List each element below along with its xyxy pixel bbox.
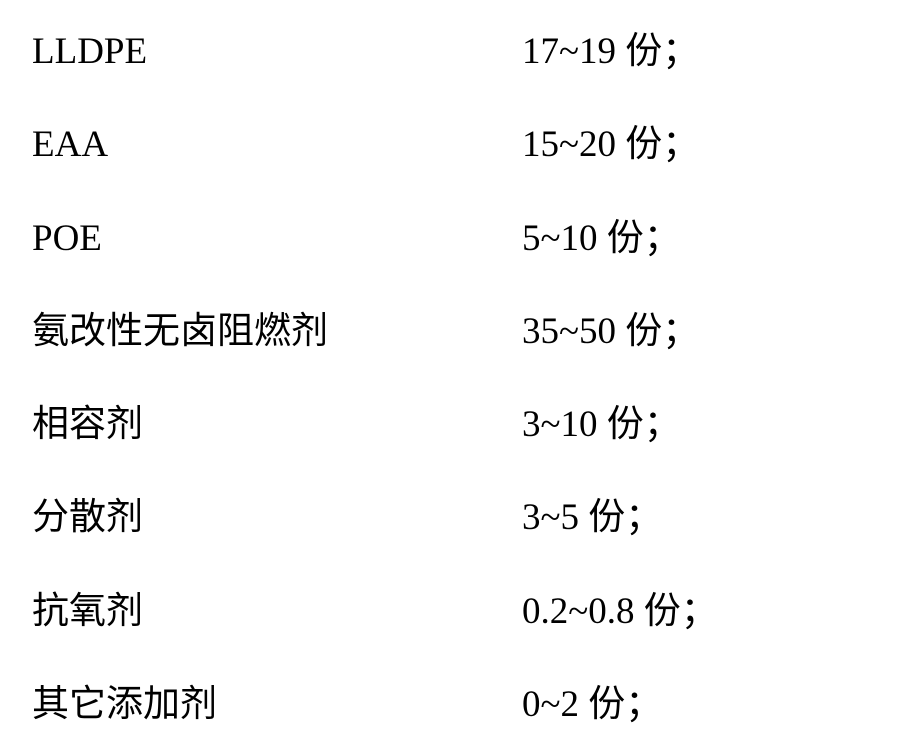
item-value: 3~5 份； <box>522 486 662 540</box>
item-value: 5~10 份； <box>522 207 681 261</box>
list-item: POE 5~10 份； <box>32 207 893 261</box>
item-label: LLDPE <box>32 30 522 73</box>
list-item: LLDPE 17~19 份； <box>32 20 893 74</box>
item-value: 0~2 份； <box>522 673 662 727</box>
item-label: 相容剂 <box>32 393 522 447</box>
list-item: 抗氧剂 0.2~0.8 份； <box>32 580 893 634</box>
list-item: EAA 15~20 份； <box>32 113 893 167</box>
item-label: 分散剂 <box>32 486 522 540</box>
list-item: 分散剂 3~5 份； <box>32 486 893 540</box>
item-value: 0.2~0.8 份； <box>522 580 718 634</box>
item-value: 3~10 份； <box>522 393 681 447</box>
list-item: 氨改性无卤阻燃剂 35~50 份； <box>32 300 893 354</box>
item-label: EAA <box>32 123 522 166</box>
list-item: 其它添加剂 0~2 份； <box>32 673 893 727</box>
item-value: 17~19 份； <box>522 20 699 74</box>
composition-list: LLDPE 17~19 份； EAA 15~20 份； POE 5~10 份； … <box>0 0 923 747</box>
item-value: 15~20 份； <box>522 113 699 167</box>
item-label: 其它添加剂 <box>32 673 522 727</box>
item-label: 氨改性无卤阻燃剂 <box>32 300 522 354</box>
item-value: 35~50 份； <box>522 300 699 354</box>
item-label: 抗氧剂 <box>32 580 522 634</box>
item-label: POE <box>32 217 522 260</box>
list-item: 相容剂 3~10 份； <box>32 393 893 447</box>
